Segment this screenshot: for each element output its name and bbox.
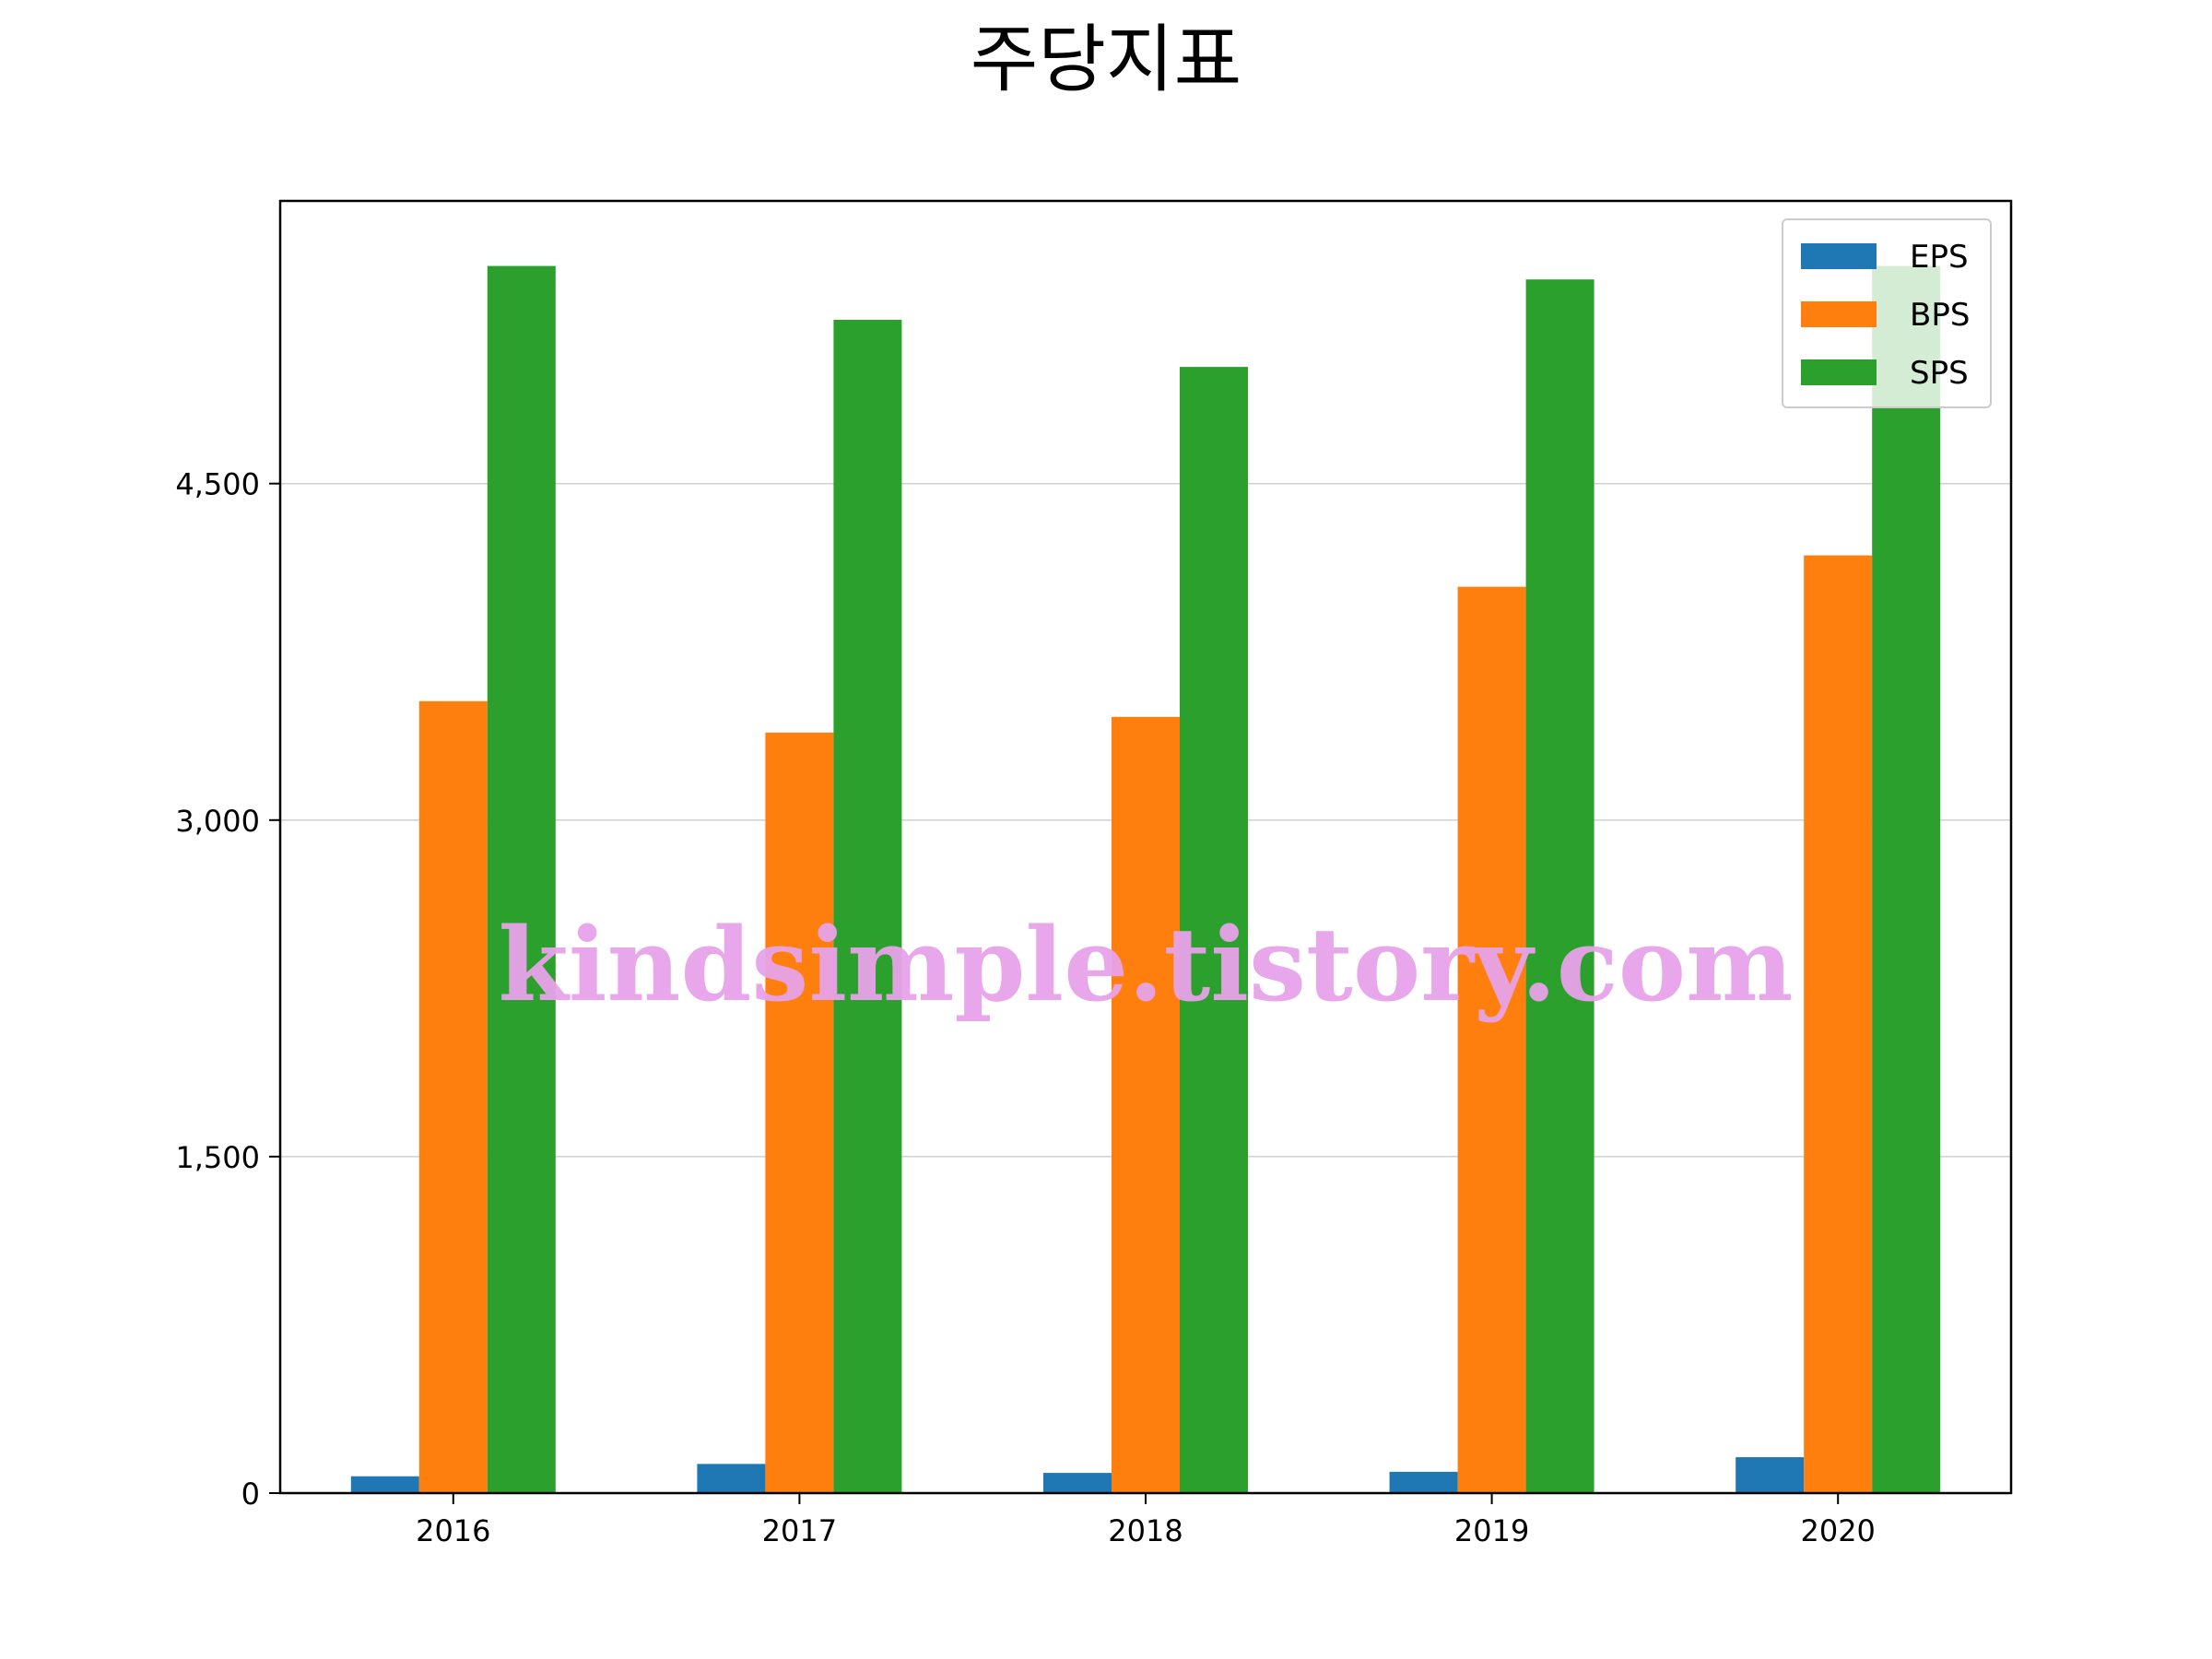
watermark: kindsimple.tistory.com xyxy=(499,905,1794,1024)
bar-eps-2017 xyxy=(697,1464,766,1493)
bar-sps-2020 xyxy=(1872,265,1941,1493)
bar-sps-2016 xyxy=(487,265,556,1493)
x-tick-label: 2020 xyxy=(1800,1513,1875,1548)
bar-eps-2019 xyxy=(1389,1471,1458,1493)
legend-swatch-sps xyxy=(1801,359,1877,385)
bar-bps-2019 xyxy=(1457,586,1526,1493)
bar-sps-2017 xyxy=(833,320,902,1494)
y-tick-label: 4,500 xyxy=(175,467,260,502)
bar-eps-2018 xyxy=(1043,1473,1112,1493)
bars xyxy=(350,265,1941,1494)
bar-bps-2016 xyxy=(418,700,488,1493)
bar-bps-2018 xyxy=(1112,716,1180,1493)
y-tick-label: 0 xyxy=(241,1477,260,1512)
x-tick-label: 2016 xyxy=(416,1513,490,1548)
y-tick-label: 3,000 xyxy=(175,804,260,839)
x-tick-label: 2018 xyxy=(1108,1513,1182,1548)
legend-swatch-eps xyxy=(1801,243,1877,269)
bar-sps-2018 xyxy=(1180,367,1248,1493)
x-tick-label: 2019 xyxy=(1454,1513,1529,1548)
legend-label-bps: BPS xyxy=(1910,297,1970,334)
bar-bps-2020 xyxy=(1804,555,1873,1493)
x-tick-label: 2017 xyxy=(762,1513,837,1548)
legend-label-sps: SPS xyxy=(1910,355,1969,392)
legend-label-eps: EPS xyxy=(1910,239,1969,276)
y-axis: 0 1,500 3,000 4,500 xyxy=(175,467,280,1512)
bar-bps-2017 xyxy=(765,732,834,1493)
legend: EPS BPS SPS xyxy=(1782,218,1992,408)
y-tick-label: 1,500 xyxy=(175,1140,260,1175)
bar-eps-2016 xyxy=(350,1476,419,1493)
bar-eps-2020 xyxy=(1735,1457,1805,1493)
x-axis: 2016 2017 2018 2019 2020 xyxy=(416,1493,1876,1548)
legend-swatch-bps xyxy=(1801,301,1877,327)
bar-sps-2019 xyxy=(1525,279,1594,1494)
chart-title: 주당지표 xyxy=(971,17,1241,102)
